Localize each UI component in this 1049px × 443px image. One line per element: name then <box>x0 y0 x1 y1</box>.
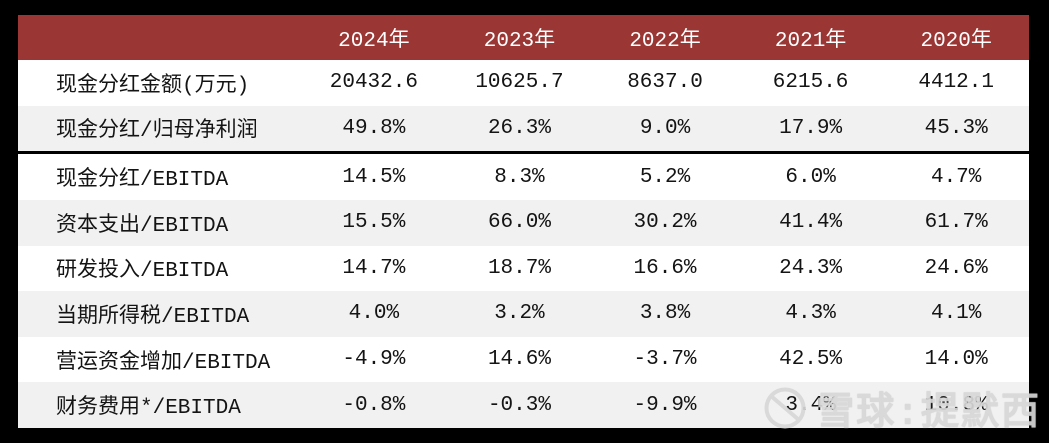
value-cell: 6215.6 <box>772 71 849 95</box>
row-label: 现金分红金额(万元) <box>56 74 250 98</box>
table-row: 当期所得税/EBITDA 4.0% 3.2% 3.8% 4.3% 4.1% <box>18 291 1029 337</box>
row-label: 现金分红/EBITDA <box>56 169 229 193</box>
value-cell: 18.7% <box>487 256 551 280</box>
value-cell: -0.3% <box>487 393 551 417</box>
section-divider-line <box>18 151 1029 155</box>
value-cell: 8637.0 <box>627 71 703 95</box>
value-cell: 49.8% <box>342 116 406 140</box>
value-cell: -0.8% <box>342 393 406 417</box>
value-cell: 14.6% <box>487 348 551 372</box>
value-cell: -4.9% <box>342 348 406 372</box>
value-cell: 61.7% <box>924 211 988 235</box>
value-cell: 24.3% <box>779 256 843 280</box>
value-cell: 14.7% <box>342 256 406 280</box>
value-cell: 4.3% <box>785 302 836 326</box>
row-label: 现金分红/归母净利润 <box>56 120 258 144</box>
table-row: 现金分红/归母净利润 49.8% 26.3% 9.0% 17.9% 45.3% <box>18 105 1029 152</box>
value-cell: 42.5% <box>779 348 843 372</box>
row-label: 财务费用*/EBITDA <box>56 397 241 421</box>
value-cell: 8.3% <box>494 165 545 189</box>
value-cell: -3.7% <box>633 348 697 372</box>
value-cell: 45.3% <box>924 116 988 140</box>
value-cell: 4.7% <box>930 165 982 189</box>
dividend-ebitda-table: 2024年 2023年 2022年 2021年 2020年 现金分红金额(万元) 2043… <box>18 15 1029 428</box>
row-label: 当期所得税/EBITDA <box>56 305 250 329</box>
table-header-row: 2024年 2023年 2022年 2021年 2020年 <box>18 15 1029 60</box>
header-year-cell: 2020年 <box>920 29 992 53</box>
table-row: 财务费用*/EBITDA -0.8% -0.3% -9.9% 3.4% 10.8% <box>18 382 1029 428</box>
value-cell: -9.9% <box>633 393 697 417</box>
value-cell: 3.4% <box>785 393 836 417</box>
value-cell: 10.8% <box>924 393 988 417</box>
row-label: 资本支出/EBITDA <box>56 214 229 238</box>
value-cell: 41.4% <box>779 211 843 235</box>
value-cell: 14.5% <box>342 165 406 189</box>
value-cell: 5.2% <box>639 165 691 189</box>
row-label: 营运资金增加/EBITDA <box>56 351 271 375</box>
header-year-cell: 2021年 <box>774 29 847 53</box>
value-cell: 66.0% <box>487 211 551 235</box>
value-cell: 3.8% <box>639 302 691 326</box>
table-row: 资本支出/EBITDA 15.5% 66.0% 30.2% 41.4% 61.7% <box>18 199 1029 246</box>
table-row: 现金分红金额(万元) 20432.6 10625.7 8637.0 6215.6 4412… <box>18 60 1029 106</box>
table-row: 营运资金增加/EBITDA -4.9% 14.6% -3.7% 42.5% 14.0% <box>18 336 1029 383</box>
value-cell: 30.2% <box>633 211 697 235</box>
row-label: 研发投入/EBITDA <box>56 260 229 284</box>
value-cell: 9.0% <box>639 116 691 140</box>
value-cell: 17.9% <box>779 116 843 140</box>
value-cell: 16.6% <box>633 256 697 280</box>
value-cell: 4412.1 <box>918 71 994 95</box>
value-cell: 4.0% <box>348 302 400 326</box>
value-cell: 14.0% <box>924 348 988 372</box>
table-row: 研发投入/EBITDA 14.7% 18.7% 16.6% 24.3% 24.6% <box>18 245 1029 292</box>
table-row: 现金分红/EBITDA 14.5% 8.3% 5.2% 6.0% 4.7% <box>18 154 1029 200</box>
value-cell: 24.6% <box>924 256 988 280</box>
value-cell: 26.3% <box>487 116 551 140</box>
value-cell: 20432.6 <box>329 71 418 95</box>
value-cell: 4.1% <box>930 302 982 326</box>
value-cell: 3.2% <box>494 302 545 326</box>
value-cell: 15.5% <box>342 211 406 235</box>
value-cell: 6.0% <box>785 165 836 189</box>
header-year-cell: 2023年 <box>483 29 556 53</box>
header-year-cell: 2024年 <box>338 29 410 53</box>
value-cell: 10625.7 <box>475 71 564 95</box>
header-year-cell: 2022年 <box>629 29 701 53</box>
